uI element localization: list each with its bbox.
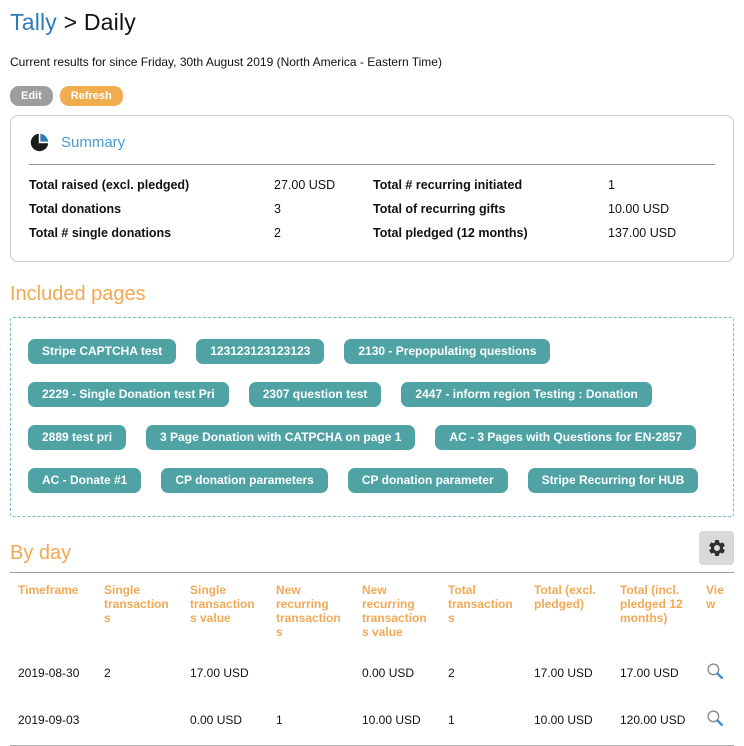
- by-day-header: By day: [10, 531, 734, 565]
- magnifier-icon: [706, 662, 724, 680]
- stat-total-donations: Total donations 3: [29, 202, 373, 216]
- cell-total-incl-pledged: 17.00 USD: [620, 665, 679, 680]
- gear-icon: [707, 538, 727, 558]
- stat-label: Total pledged (12 months): [373, 226, 528, 240]
- cell-single-transactions-value: 0.00 USD: [190, 712, 243, 727]
- summary-panel: Summary Total raised (excl. pledged) 27.…: [10, 115, 734, 262]
- page-badge[interactable]: 2130 - Prepopulating questions: [344, 339, 551, 364]
- breadcrumb-tally-link[interactable]: Tally: [10, 9, 58, 35]
- summary-divider: [29, 164, 715, 165]
- col-total-incl-pledged: Total (incl. pledged 12 months): [620, 583, 683, 625]
- cell-single-transactions-value: 17.00 USD: [190, 665, 249, 680]
- cell-total-excl-pledged: 17.00 USD: [534, 665, 593, 680]
- page-badge[interactable]: CP donation parameter: [347, 468, 508, 493]
- view-row-button[interactable]: [706, 709, 724, 727]
- included-pages-box: Stripe CAPTCHA test 123123123123123 2130…: [10, 317, 734, 517]
- stat-value: 10.00 USD: [608, 202, 670, 216]
- stat-value: 27.00 USD: [274, 178, 336, 192]
- view-row-button[interactable]: [706, 662, 724, 680]
- summary-stats: Total raised (excl. pledged) 27.00 USD T…: [29, 178, 715, 240]
- page-badge[interactable]: Stripe CAPTCHA test: [28, 339, 177, 364]
- by-day-divider: [10, 572, 734, 573]
- stat-value: 2: [274, 226, 281, 240]
- pie-chart-icon: [29, 132, 50, 153]
- by-day-table: Timeframe Single transactions Single tra…: [10, 573, 734, 743]
- action-buttons: Edit Refresh: [10, 86, 734, 106]
- cell-total-incl-pledged: 120.00 USD: [620, 712, 686, 727]
- stat-value: 1: [608, 178, 615, 192]
- stat-total-pledged: Total pledged (12 months) 137.00 USD: [373, 226, 715, 240]
- page-badge[interactable]: 2229 - Single Donation test Pri: [28, 382, 229, 407]
- page-badge[interactable]: 123123123123123: [196, 339, 325, 364]
- page-badge[interactable]: 2307 question test: [248, 382, 382, 407]
- col-single-transactions: Single transactions: [104, 583, 169, 625]
- table-header-row: Timeframe Single transactions Single tra…: [10, 573, 734, 649]
- page-badge[interactable]: CP donation parameters: [161, 468, 328, 493]
- stat-value: 3: [274, 202, 281, 216]
- cell-new-recurring-transactions-value: 0.00 USD: [362, 665, 415, 680]
- summary-stats-right: Total # recurring initiated 1 Total of r…: [373, 178, 715, 240]
- cell-view: [698, 696, 734, 743]
- cell-new-recurring-transactions: 1: [276, 712, 283, 727]
- stat-label: Total # single donations: [29, 226, 172, 240]
- table-row: 2019-08-30 2 17.00 USD 0.00 USD 2 17.00 …: [10, 649, 734, 696]
- cell-new-recurring-transactions-value: 10.00 USD: [362, 712, 421, 727]
- cell-new-recurring-transactions: [268, 649, 354, 696]
- page-title: Tally > Daily: [10, 9, 734, 36]
- cell-single-transactions: 2: [104, 665, 111, 680]
- page: Tally > Daily Current results for since …: [0, 9, 744, 746]
- magnifier-icon: [706, 709, 724, 727]
- col-total-excl-pledged: Total (excl. pledged): [534, 583, 596, 611]
- stat-recurring-gifts: Total of recurring gifts 10.00 USD: [373, 202, 715, 216]
- col-total-transactions: Total transactions: [448, 583, 513, 625]
- stat-label: Total # recurring initiated: [373, 178, 523, 192]
- cell-total-excl-pledged: 10.00 USD: [534, 712, 593, 727]
- col-timeframe: Timeframe: [18, 583, 79, 597]
- page-badge[interactable]: 3 Page Donation with CATPCHA on page 1: [146, 425, 416, 450]
- cell-timeframe: 2019-08-30: [18, 665, 80, 680]
- stat-recurring-initiated: Total # recurring initiated 1: [373, 178, 715, 192]
- page-badge[interactable]: Stripe Recurring for HUB: [527, 468, 699, 493]
- by-day-title: By day: [10, 542, 72, 564]
- edit-button[interactable]: Edit: [10, 86, 53, 106]
- table-row: 2019-09-03 0.00 USD 1 10.00 USD 1 10.00 …: [10, 696, 734, 743]
- breadcrumb-separator: >: [57, 9, 84, 35]
- table-settings-button[interactable]: [699, 531, 734, 565]
- cell-total-transactions: 1: [448, 712, 455, 727]
- col-new-recurring-transactions: New recurring transactions: [276, 583, 341, 639]
- stat-label: Total of recurring gifts: [373, 202, 506, 216]
- summary-header: Summary: [29, 132, 715, 153]
- col-new-recurring-transactions-value: New recurring transactions value: [362, 583, 427, 639]
- cell-total-transactions: 2: [448, 665, 455, 680]
- stat-label: Total donations: [29, 202, 122, 216]
- stat-value: 137.00 USD: [608, 226, 677, 240]
- page-badge[interactable]: 2889 test pri: [28, 425, 127, 450]
- page-badge[interactable]: AC - Donate #1: [28, 468, 142, 493]
- included-pages-title: Included pages: [10, 283, 146, 305]
- stat-label: Total raised (excl. pledged): [29, 178, 190, 192]
- page-badge[interactable]: AC - 3 Pages with Questions for EN-2857: [435, 425, 697, 450]
- col-view: View: [706, 583, 724, 611]
- summary-title: Summary: [61, 134, 126, 151]
- stat-total-raised: Total raised (excl. pledged) 27.00 USD: [29, 178, 373, 192]
- refresh-button[interactable]: Refresh: [59, 86, 123, 106]
- page-badge[interactable]: 2447 - inform region Testing : Donation: [401, 382, 652, 407]
- results-since-text: Current results for since Friday, 30th A…: [10, 55, 442, 69]
- cell-single-transactions: [96, 696, 182, 743]
- cell-timeframe: 2019-09-03: [18, 712, 80, 727]
- cell-view: [698, 649, 734, 696]
- breadcrumb-current: Daily: [83, 9, 136, 35]
- summary-stats-left: Total raised (excl. pledged) 27.00 USD T…: [29, 178, 373, 240]
- stat-single-donations: Total # single donations 2: [29, 226, 373, 240]
- col-single-transactions-value: Single transactions value: [190, 583, 255, 625]
